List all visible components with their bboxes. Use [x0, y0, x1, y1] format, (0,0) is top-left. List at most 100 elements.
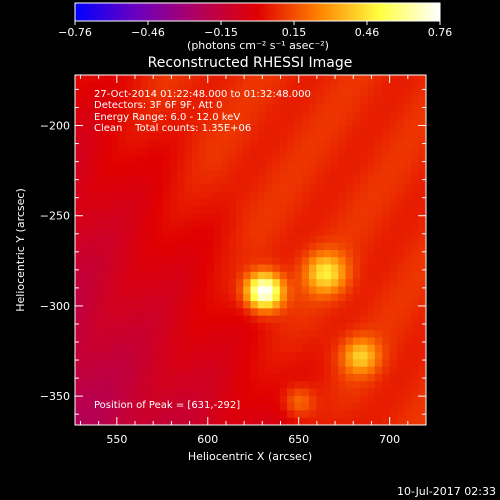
heatmap-cell: [177, 315, 186, 324]
heatmap-cell: [184, 410, 193, 419]
heatmap-cell: [330, 242, 339, 251]
heatmap-cell: [133, 96, 142, 105]
heatmap-cell: [213, 220, 222, 229]
heatmap-cell: [250, 191, 259, 200]
heatmap-cell: [96, 177, 105, 185]
heatmap-cell: [316, 410, 325, 419]
heatmap-cell: [221, 395, 230, 404]
heatmap-cell: [287, 198, 295, 207]
heatmap-cell: [177, 169, 186, 178]
heatmap-cell: [148, 257, 157, 266]
heatmap-cell: [411, 96, 420, 105]
heatmap-cell: [301, 169, 310, 178]
heatmap-cell: [192, 279, 200, 288]
heatmap-cell: [374, 330, 383, 339]
heatmap-cell: [338, 177, 347, 185]
heatmap-cell: [162, 388, 171, 397]
heatmap-cell: [89, 126, 98, 134]
heatmap-cell: [323, 104, 332, 113]
heatmap-cell: [96, 206, 105, 215]
heatmap-cell: [360, 271, 369, 280]
heatmap-cell: [118, 330, 127, 339]
heatmap-cell: [206, 126, 215, 134]
heatmap-cell: [360, 286, 369, 295]
heatmap-cell: [213, 308, 222, 317]
heatmap-cell: [148, 388, 157, 397]
heatmap-cell: [411, 228, 420, 237]
heatmap-cell: [89, 228, 98, 237]
heatmap-cell: [104, 373, 113, 382]
heatmap-cell: [155, 403, 164, 412]
heatmap-cell: [82, 96, 91, 105]
heatmap-cell: [82, 82, 91, 91]
heatmap-cell: [411, 264, 420, 273]
heatmap-cell: [243, 403, 252, 412]
heatmap-cell: [345, 206, 354, 215]
heatmap-cell: [316, 301, 325, 309]
heatmap-cell: [75, 417, 83, 425]
heatmap-cell: [192, 75, 200, 83]
heatmap-cell: [309, 235, 317, 244]
heatmap-cell: [301, 220, 310, 229]
heatmap-cell: [89, 235, 98, 244]
heatmap-cell: [235, 308, 244, 317]
heatmap-cell: [111, 169, 120, 178]
heatmap-cell: [404, 206, 412, 215]
heatmap-cell: [345, 271, 354, 280]
heatmap-cell: [235, 169, 244, 178]
heatmap-cell: [111, 162, 120, 171]
heatmap-cell: [213, 82, 222, 91]
heatmap-cell: [301, 118, 310, 127]
heatmap-cell: [140, 322, 149, 331]
heatmap-cell: [250, 264, 259, 273]
heatmap-cell: [404, 89, 412, 98]
heatmap-cell: [228, 228, 237, 237]
heatmap-cell: [396, 155, 405, 164]
heatmap-cell: [323, 235, 332, 244]
heatmap-cell: [396, 198, 405, 207]
heatmap-cell: [82, 373, 91, 382]
heatmap-cell: [96, 337, 105, 346]
heatmap-cell: [389, 410, 398, 419]
heatmap-cell: [418, 322, 426, 331]
heatmap-cell: [411, 337, 420, 346]
heatmap-cell: [294, 111, 303, 120]
heatmap-cell: [330, 213, 339, 222]
heatmap-cell: [177, 177, 186, 185]
heatmap-cell: [96, 191, 105, 200]
heatmap-cell: [118, 417, 127, 425]
x-tick-label: 650: [288, 433, 309, 446]
heatmap-cell: [221, 104, 230, 113]
heatmap-cell: [374, 89, 383, 98]
heatmap-cell: [111, 352, 120, 360]
heatmap-cell: [301, 359, 310, 368]
heatmap-cell: [265, 322, 274, 331]
heatmap-cell: [272, 286, 281, 295]
heatmap-cell: [309, 89, 317, 98]
heatmap-cell: [228, 322, 237, 331]
heatmap-cell: [170, 147, 178, 156]
heatmap-cell: [177, 279, 186, 288]
heatmap-cell: [140, 381, 149, 390]
heatmap-cell: [345, 242, 354, 251]
heatmap-cell: [82, 220, 91, 229]
heatmap-cell: [309, 330, 317, 339]
heatmap-cell: [360, 191, 369, 200]
heatmap-cell: [316, 235, 325, 244]
heatmap-cell: [155, 308, 164, 317]
heatmap-cell: [126, 140, 135, 149]
heatmap-cell: [309, 301, 317, 309]
heatmap-cell: [199, 89, 208, 98]
heatmap-cell: [184, 257, 193, 266]
heatmap-cell: [374, 169, 383, 178]
heatmap-cell: [243, 96, 252, 105]
heatmap-cell: [250, 96, 259, 105]
heatmap-cell: [265, 373, 274, 382]
heatmap-cell: [184, 308, 193, 317]
heatmap-cell: [330, 293, 339, 302]
heatmap-cell: [221, 293, 230, 302]
heatmap-cell: [192, 82, 200, 91]
heatmap-cell: [111, 271, 120, 280]
heatmap-cell: [148, 147, 157, 156]
heatmap-cell: [140, 206, 149, 215]
